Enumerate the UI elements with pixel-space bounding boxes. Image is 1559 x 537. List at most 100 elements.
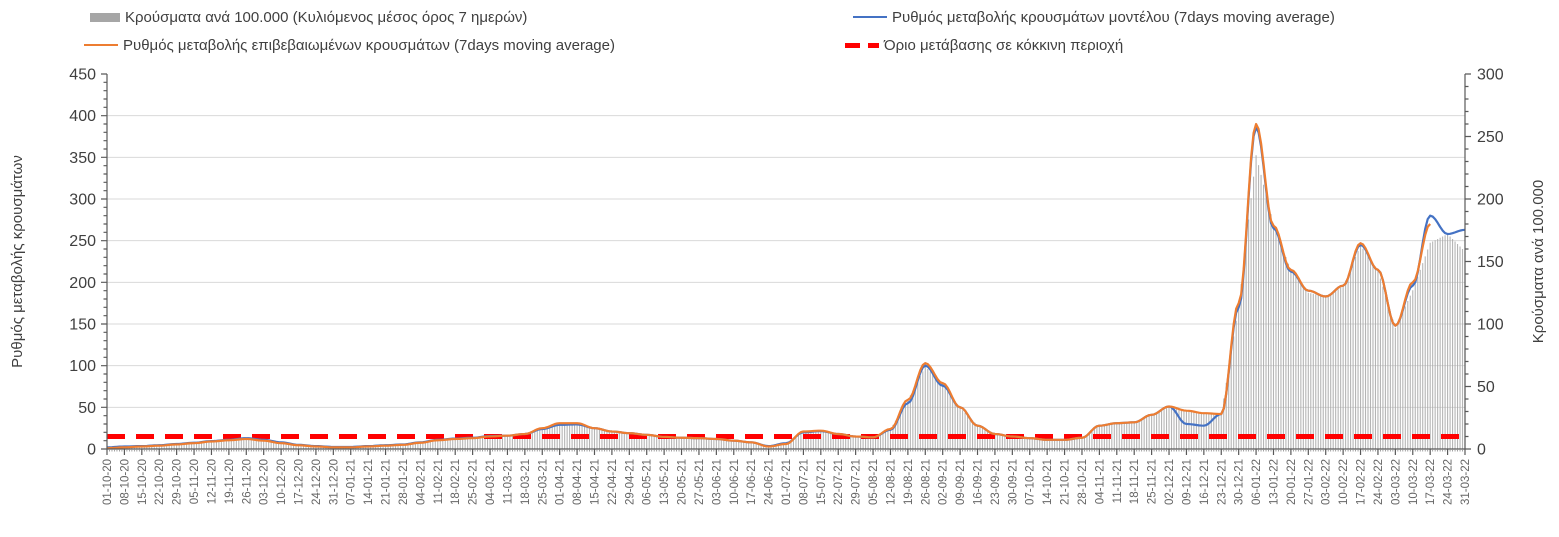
- svg-text:15-04-21: 15-04-21: [589, 459, 601, 505]
- svg-text:23-12-21: 23-12-21: [1216, 459, 1228, 505]
- y-axis-right: 0 50 100 150 200 250 300: [1464, 67, 1504, 459]
- svg-text:50: 50: [78, 400, 96, 417]
- y-axis-left: 0 50 100 150 200 250 300 350 400 450: [69, 67, 108, 459]
- svg-text:11-03-21: 11-03-21: [502, 459, 514, 504]
- svg-text:30-12-21: 30-12-21: [1234, 459, 1246, 505]
- svg-text:18-03-21: 18-03-21: [520, 459, 532, 505]
- confirmed-line: [106, 122, 1432, 450]
- svg-text:300: 300: [69, 192, 96, 209]
- svg-text:26-11-20: 26-11-20: [241, 459, 253, 504]
- svg-text:19-08-21: 19-08-21: [903, 459, 915, 505]
- svg-text:50: 50: [1477, 379, 1495, 396]
- legend-label-red-zone-threshold: Όριο μετάβασης σε κόκκινη περιοχή: [884, 36, 1124, 54]
- svg-text:350: 350: [69, 150, 96, 167]
- svg-text:23-09-21: 23-09-21: [990, 459, 1002, 505]
- svg-text:17-02-22: 17-02-22: [1356, 459, 1368, 505]
- svg-text:01-07-21: 01-07-21: [781, 459, 793, 505]
- svg-text:03-06-21: 03-06-21: [711, 459, 723, 505]
- svg-text:31-03-22: 31-03-22: [1460, 459, 1472, 505]
- svg-text:16-09-21: 16-09-21: [973, 459, 985, 505]
- blue-line-swatch-icon: [853, 15, 887, 19]
- svg-text:21-10-21: 21-10-21: [1060, 459, 1072, 505]
- svg-text:05-08-21: 05-08-21: [868, 459, 880, 505]
- legend-label-cases-per-100k: Κρούσματα ανά 100.000 (Κυλιόμενος μέσος …: [125, 8, 528, 26]
- svg-text:450: 450: [69, 67, 96, 84]
- svg-text:10-06-21: 10-06-21: [729, 459, 741, 505]
- svg-text:11-02-21: 11-02-21: [433, 459, 445, 504]
- svg-text:03-12-20: 03-12-20: [259, 459, 271, 505]
- legend-label-model-rate: Ρυθμός μεταβολής κρουσμάτων μοντέλου (7d…: [892, 8, 1335, 26]
- svg-text:18-11-21: 18-11-21: [1129, 459, 1141, 504]
- svg-text:09-09-21: 09-09-21: [955, 459, 967, 505]
- svg-text:0: 0: [1477, 442, 1486, 459]
- chart-legend: Κρούσματα ανά 100.000 (Κυλιόμενος μέσος …: [0, 0, 1559, 60]
- svg-text:28-01-21: 28-01-21: [398, 459, 410, 505]
- svg-text:20-01-22: 20-01-22: [1286, 459, 1298, 505]
- svg-text:15-10-20: 15-10-20: [137, 459, 149, 505]
- svg-text:12-08-21: 12-08-21: [885, 459, 897, 505]
- svg-text:08-04-21: 08-04-21: [572, 459, 584, 505]
- svg-text:100: 100: [1477, 317, 1504, 334]
- y-axis-right-title: Κρούσματα ανά 100.000: [1530, 180, 1547, 343]
- svg-text:300: 300: [1477, 67, 1504, 84]
- svg-text:04-02-21: 04-02-21: [415, 459, 427, 505]
- x-axis: 01-10-20 08-10-20 15-10-20 22-10-20 29-10-20…: [102, 448, 1472, 505]
- svg-text:07-10-21: 07-10-21: [1025, 459, 1037, 505]
- svg-text:08-07-21: 08-07-21: [798, 459, 810, 505]
- svg-text:19-11-20: 19-11-20: [224, 459, 236, 504]
- svg-text:12-11-20: 12-11-20: [206, 459, 218, 504]
- svg-text:01-10-20: 01-10-20: [102, 459, 114, 505]
- svg-text:25-11-21: 25-11-21: [1147, 459, 1159, 504]
- legend-item-cases-per-100k: Κρούσματα ανά 100.000 (Κυλιόμενος μέσος …: [90, 6, 527, 28]
- legend-label-confirmed-rate: Ρυθμός μεταβολής επιβεβαιωμένων κρουσμάτ…: [123, 36, 615, 54]
- svg-text:02-09-21: 02-09-21: [938, 459, 950, 505]
- svg-text:03-03-22: 03-03-22: [1390, 459, 1402, 505]
- svg-text:13-01-22: 13-01-22: [1268, 459, 1280, 505]
- svg-text:250: 250: [1477, 129, 1504, 146]
- svg-text:27-01-22: 27-01-22: [1303, 459, 1315, 505]
- y-axis-left-title: Ρυθμός μεταβολής κρουσμάτων: [9, 155, 26, 368]
- svg-text:25-02-21: 25-02-21: [468, 459, 480, 505]
- svg-text:29-04-21: 29-04-21: [624, 459, 636, 505]
- svg-text:10-12-20: 10-12-20: [276, 459, 288, 505]
- svg-text:24-12-20: 24-12-20: [311, 459, 323, 505]
- svg-text:24-02-22: 24-02-22: [1373, 459, 1385, 505]
- legend-item-model-rate: Ρυθμός μεταβολής κρουσμάτων μοντέλου (7d…: [853, 6, 1335, 28]
- svg-text:05-11-20: 05-11-20: [189, 459, 201, 504]
- svg-text:02-12-21: 02-12-21: [1164, 459, 1176, 505]
- svg-text:30-09-21: 30-09-21: [1007, 459, 1019, 505]
- svg-text:08-10-20: 08-10-20: [119, 459, 131, 505]
- svg-text:18-02-21: 18-02-21: [450, 459, 462, 505]
- red-dashed-line-swatch-icon: [845, 42, 879, 48]
- svg-text:22-10-20: 22-10-20: [154, 459, 166, 505]
- legend-item-red-zone-threshold: Όριο μετάβασης σε κόκκινη περιοχή: [845, 34, 1123, 56]
- svg-text:16-12-21: 16-12-21: [1199, 459, 1211, 505]
- svg-text:10-02-22: 10-02-22: [1338, 459, 1350, 505]
- svg-text:0: 0: [87, 442, 96, 459]
- svg-text:07-01-21: 07-01-21: [346, 459, 358, 505]
- svg-text:400: 400: [69, 108, 96, 125]
- svg-text:17-03-22: 17-03-22: [1425, 459, 1437, 505]
- svg-text:100: 100: [69, 358, 96, 375]
- svg-text:250: 250: [69, 233, 96, 250]
- svg-text:200: 200: [1477, 192, 1504, 209]
- bar-swatch-icon: [90, 12, 120, 22]
- svg-text:31-12-20: 31-12-20: [328, 459, 340, 505]
- svg-text:04-03-21: 04-03-21: [485, 459, 497, 505]
- svg-text:27-05-21: 27-05-21: [694, 459, 706, 505]
- svg-text:01-04-21: 01-04-21: [555, 459, 567, 505]
- svg-text:03-02-22: 03-02-22: [1321, 459, 1333, 505]
- svg-text:13-05-21: 13-05-21: [659, 459, 671, 505]
- svg-text:150: 150: [1477, 254, 1504, 271]
- svg-text:25-03-21: 25-03-21: [537, 459, 549, 505]
- svg-text:06-01-22: 06-01-22: [1251, 459, 1263, 505]
- svg-text:06-05-21: 06-05-21: [642, 459, 654, 505]
- svg-text:24-03-22: 24-03-22: [1443, 459, 1455, 505]
- orange-line-swatch-icon: [84, 43, 118, 47]
- gridlines: [107, 115, 1465, 408]
- svg-text:20-05-21: 20-05-21: [677, 459, 689, 505]
- svg-text:26-08-21: 26-08-21: [920, 459, 932, 505]
- svg-text:10-03-22: 10-03-22: [1408, 459, 1420, 505]
